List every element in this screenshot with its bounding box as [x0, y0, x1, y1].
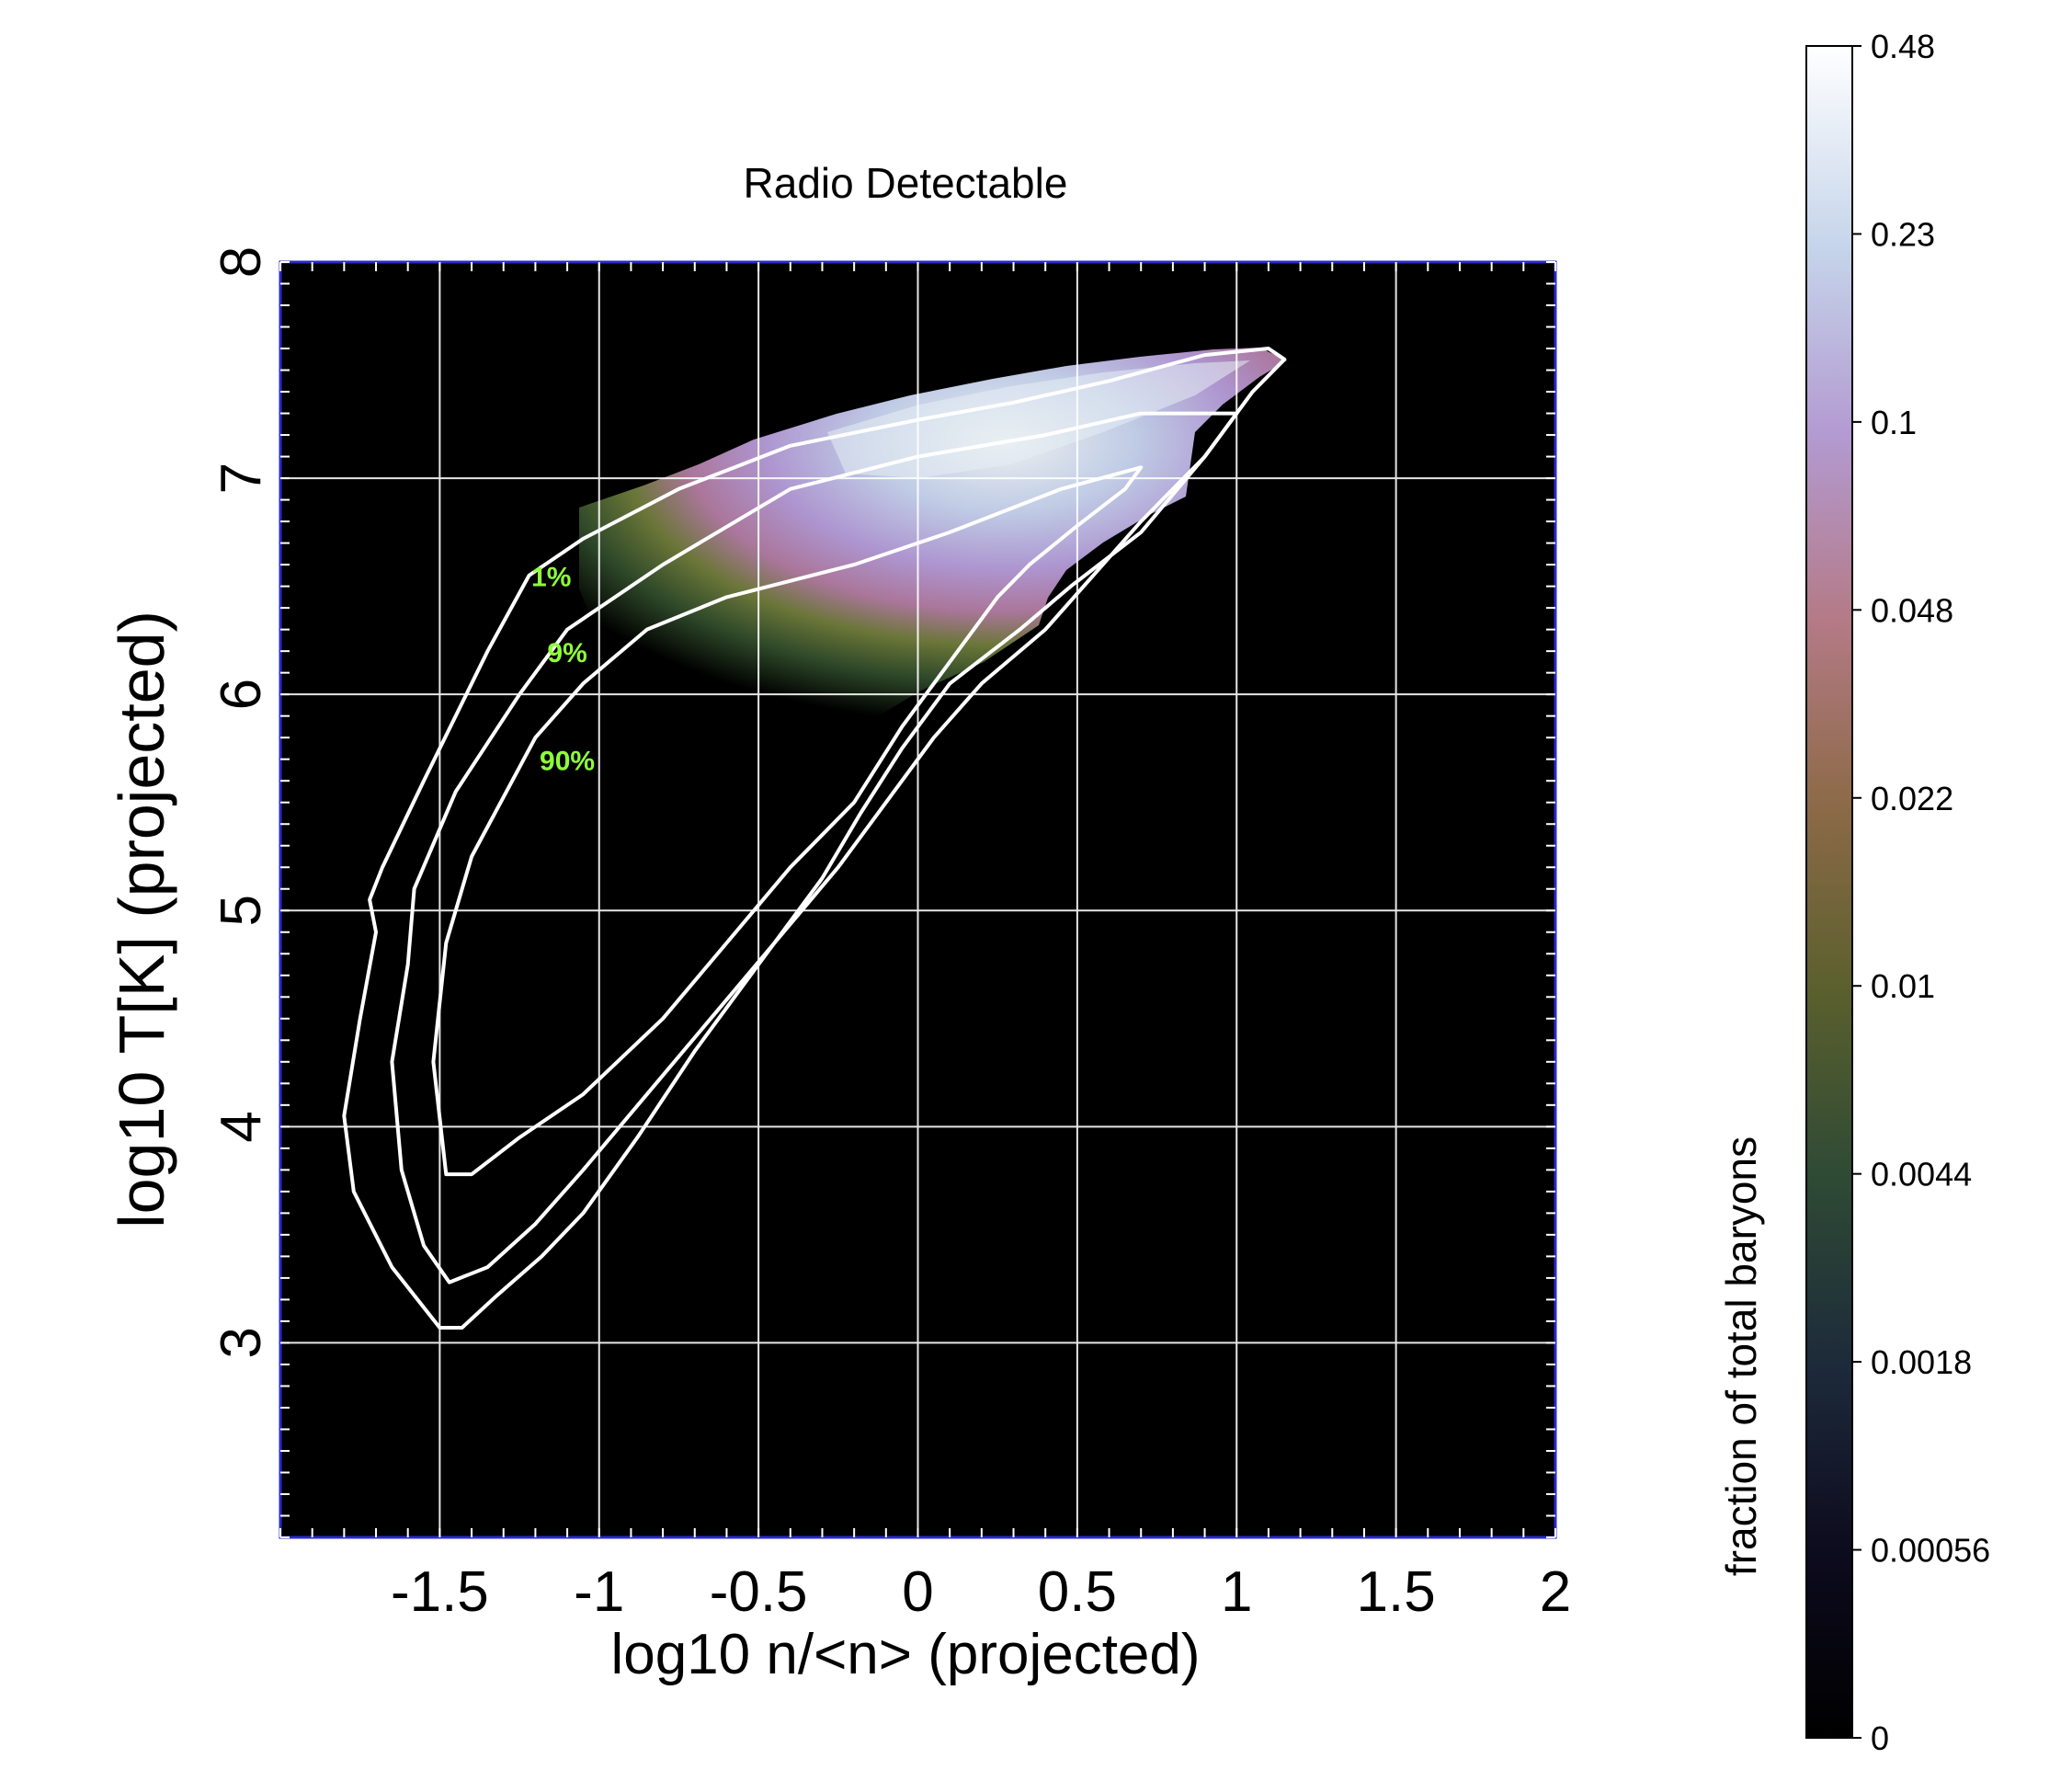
colorbar-tick-label: 0.048	[1871, 591, 1953, 629]
x-tick-label: 2	[1540, 1560, 1571, 1624]
x-tick-label: 1.5	[1357, 1560, 1436, 1624]
colorbar-tick-label: 0.01	[1871, 967, 1935, 1005]
minor-ticks	[279, 261, 1556, 1538]
colorbar-tick-label: 0.0044	[1871, 1156, 1972, 1193]
contour-line	[390, 411, 1239, 1285]
x-tick-label: 0	[902, 1560, 933, 1624]
heatmap-highlight	[827, 360, 1250, 478]
y-tick-label: 3	[210, 1327, 273, 1358]
y-axis-label: log10 T[K] (projected)	[106, 611, 177, 1228]
contour-line	[342, 347, 1287, 1330]
colorbar-tick-label: 0	[1871, 1719, 1889, 1757]
x-tick-label: -1	[574, 1560, 624, 1624]
x-tick-label: -0.5	[710, 1560, 808, 1624]
chart-title: Radio Detectable	[744, 159, 1068, 207]
y-tick-label: 6	[210, 679, 273, 710]
colorbar-tick-label: 0.1	[1871, 404, 1917, 441]
colorbar-tick-label: 0.23	[1871, 215, 1935, 253]
y-tick-label: 8	[210, 246, 273, 278]
contours	[342, 347, 1287, 1330]
colorbar-tick-label: 0.48	[1871, 28, 1935, 65]
colorbar-tick-label: 0.022	[1871, 780, 1953, 817]
colorbar	[1805, 45, 1853, 1739]
x-tick-labels: -1.5 -1 -0.5 0 0.5 1 1.5 2	[391, 1560, 1571, 1624]
colorbar-tick-label: 0.0018	[1871, 1343, 1972, 1381]
y-tick-label: 4	[210, 1111, 273, 1142]
colorbar-tick-label: 0.00056	[1871, 1532, 1990, 1570]
contour-line	[431, 465, 1144, 1177]
contour-label: 9%	[547, 638, 586, 668]
x-tick-label: 1	[1221, 1560, 1252, 1624]
colorbar-label: fraction of total baryons	[1717, 1136, 1765, 1576]
y-tick-labels: 3 4 5 6 7 8	[210, 246, 273, 1359]
x-axis-label: log10 n/<n> (projected)	[610, 1623, 1200, 1686]
y-tick-label: 7	[210, 462, 273, 494]
x-tick-label: 0.5	[1038, 1560, 1117, 1624]
y-tick-label: 5	[210, 895, 273, 926]
contour-label: 1%	[531, 563, 571, 593]
colorbar-ticks: 0.48 0.23 0.1 0.048 0.022 0.01 0.0044 0.0018 0.0…	[1852, 28, 1990, 1757]
x-tick-label: -1.5	[391, 1560, 489, 1624]
contour-labels: 1% 9% 90%	[531, 563, 595, 777]
contour-label: 90%	[540, 746, 595, 776]
